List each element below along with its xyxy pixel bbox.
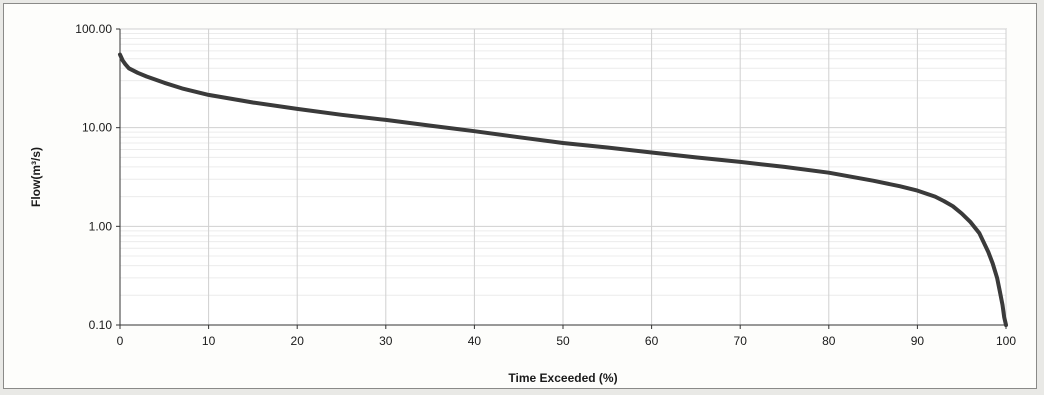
x-tick-label: 100 (996, 334, 1016, 348)
data-point (977, 231, 982, 235)
data-point (827, 171, 831, 175)
y-tick-label: 100.00 (75, 22, 112, 36)
x-tick-label: 30 (379, 334, 393, 348)
x-tick-label: 50 (556, 334, 570, 348)
grid-lines (119, 28, 1007, 326)
data-point (998, 289, 1002, 293)
x-tick-label: 60 (645, 334, 659, 348)
data-point (561, 141, 565, 145)
data-point (1000, 303, 1005, 307)
data-point (517, 135, 521, 139)
y-tick-label: 1.00 (89, 219, 113, 233)
x-tick-label: 80 (822, 334, 836, 348)
data-point (123, 62, 127, 66)
chart-frame: 0.10 1.00 10.00 100.00 0 10 20 30 40 50 60 70 80 90 10… (3, 3, 1037, 389)
data-point (428, 124, 432, 128)
x-tick-label: 90 (911, 334, 925, 348)
data-point (969, 220, 973, 224)
data-point (162, 81, 166, 85)
x-tick-label: 20 (291, 334, 305, 348)
x-tick-label: 10 (202, 334, 216, 348)
y-tick-label: 10.00 (82, 121, 112, 135)
data-point (991, 261, 995, 266)
data-point (951, 204, 955, 208)
y-axis-title: Flow(m³/s) (29, 147, 43, 207)
data-point (1002, 315, 1006, 319)
x-tick-label: 70 (734, 334, 748, 348)
data-point (933, 195, 937, 199)
flow-duration-chart: 0.10 1.00 10.00 100.00 0 10 20 30 40 50 60 70 80 90 10… (29, 22, 1016, 385)
data-point (295, 107, 299, 111)
data-point (384, 118, 388, 122)
data-point (145, 74, 149, 79)
data-point (136, 71, 140, 75)
data-point (118, 53, 122, 57)
data-point (942, 199, 946, 203)
data-point (738, 160, 742, 164)
data-point (871, 179, 875, 183)
data-point (694, 155, 698, 159)
axes: 0.10 1.00 10.00 100.00 0 10 20 30 40 50 60 70 80 90 10… (75, 22, 1016, 348)
data-point (986, 250, 990, 254)
data-point (339, 113, 344, 117)
data-point (650, 150, 654, 155)
data-point (960, 211, 964, 216)
y-tick-label: 0.10 (89, 318, 113, 332)
data-point (472, 129, 476, 133)
data-point (127, 66, 131, 70)
data-point (1004, 323, 1008, 327)
series-layer (118, 52, 1008, 327)
data-point (121, 58, 125, 63)
x-axis-title: Time Exceeded (%) (508, 371, 617, 385)
data-point (180, 86, 184, 90)
data-point (915, 189, 920, 193)
data-point (251, 100, 255, 105)
x-tick-label: 0 (117, 334, 124, 348)
data-point (605, 145, 609, 150)
x-tick-label: 40 (468, 334, 482, 348)
data-point (995, 276, 999, 280)
data-point (782, 165, 787, 169)
data-point (207, 93, 211, 97)
data-point (898, 184, 902, 188)
